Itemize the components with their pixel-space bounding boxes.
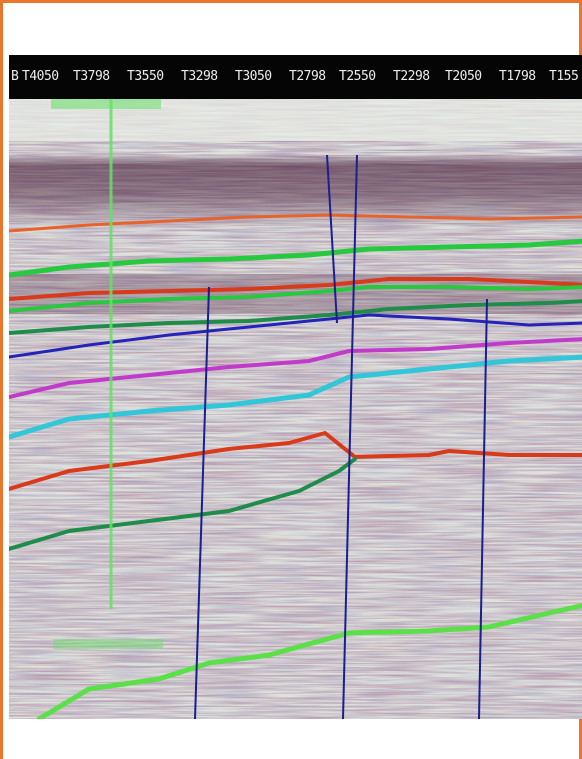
trace-label: B: [11, 69, 19, 84]
fault-group: [194, 154, 488, 719]
horizon-magenta: [9, 337, 582, 399]
horizon-red: [9, 277, 582, 301]
horizon-cyan: [9, 354, 582, 440]
trace-label: T1798: [499, 69, 536, 84]
fault-line: [194, 286, 210, 719]
well-marker: [51, 99, 163, 649]
trace-label: T4050: [22, 69, 59, 84]
horizon-blue: [9, 313, 582, 359]
trace-label: T3298: [181, 69, 218, 84]
trace-label: T2798: [289, 69, 326, 84]
fault-line: [342, 154, 358, 719]
trace-label: T3050: [235, 69, 272, 84]
horizon-lime-deep: [36, 603, 582, 719]
horizon-darkgreen: [9, 299, 582, 335]
trace-label: T3798: [73, 69, 110, 84]
horizon-group: [9, 213, 582, 719]
fault-line: [326, 154, 338, 324]
horizon-darkgreen-deep: [9, 457, 357, 551]
trace-label: T3550: [127, 69, 164, 84]
horizon-green-upper: [9, 238, 582, 278]
trace-label: T2050: [445, 69, 482, 84]
trace-label: T2298: [393, 69, 430, 84]
seismic-section: [9, 99, 582, 719]
horizon-orange-upper: [9, 213, 582, 233]
fault-line: [478, 298, 488, 719]
trace-label: T2550: [339, 69, 376, 84]
trace-label-row: B T4050 T3798 T3550 T3298 T3050 T2798 T2…: [9, 55, 582, 99]
trace-label: T155: [549, 69, 579, 84]
horizon-red-deep: [9, 431, 582, 491]
trace-header-bar: B T4050 T3798 T3550 T3298 T3050 T2798 T2…: [9, 55, 582, 99]
horizon-green-lower: [9, 285, 582, 313]
